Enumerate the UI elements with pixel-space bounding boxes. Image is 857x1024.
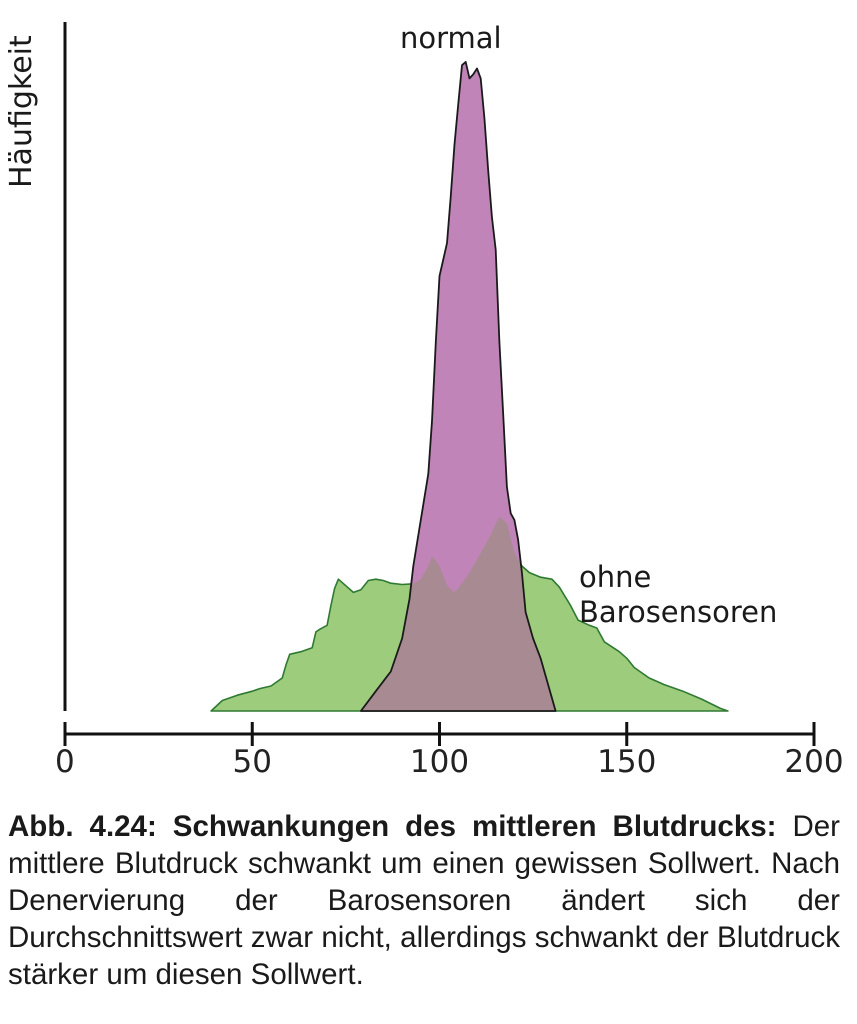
- area-normal-outline: [360, 61, 557, 712]
- y-axis-title: Häufigkeit: [4, 35, 39, 188]
- caption-title: Abb. 4.24: Schwankungen des mittleren Bl…: [8, 810, 777, 843]
- caption-text: Der mittlere Blutdruck schwankt um einen…: [8, 810, 841, 991]
- series-label-normal: normal: [400, 21, 502, 55]
- x-tick-label-50: 50: [233, 744, 272, 780]
- x-tick-label-0: 0: [55, 744, 75, 780]
- x-tick-label-100: 100: [410, 744, 469, 780]
- area-overlap: [360, 516, 556, 711]
- chart-axes: 0 50 100 150 200: [55, 22, 844, 780]
- x-axis-ticks: 0 50 100 150 200: [55, 722, 844, 780]
- series-label-ohne: ohne: [579, 560, 651, 594]
- chart-areas: [210, 61, 729, 712]
- x-tick-label-150: 150: [597, 744, 656, 780]
- figure-caption: Abb. 4.24: Schwankungen des mittleren Bl…: [8, 808, 840, 993]
- chart: 0 50 100 150 200 Häufigkeit normal ohne Baro…: [4, 21, 844, 780]
- x-tick-label-200: 200: [784, 744, 843, 780]
- series-label-barosensoren: Barosensoren: [579, 595, 777, 629]
